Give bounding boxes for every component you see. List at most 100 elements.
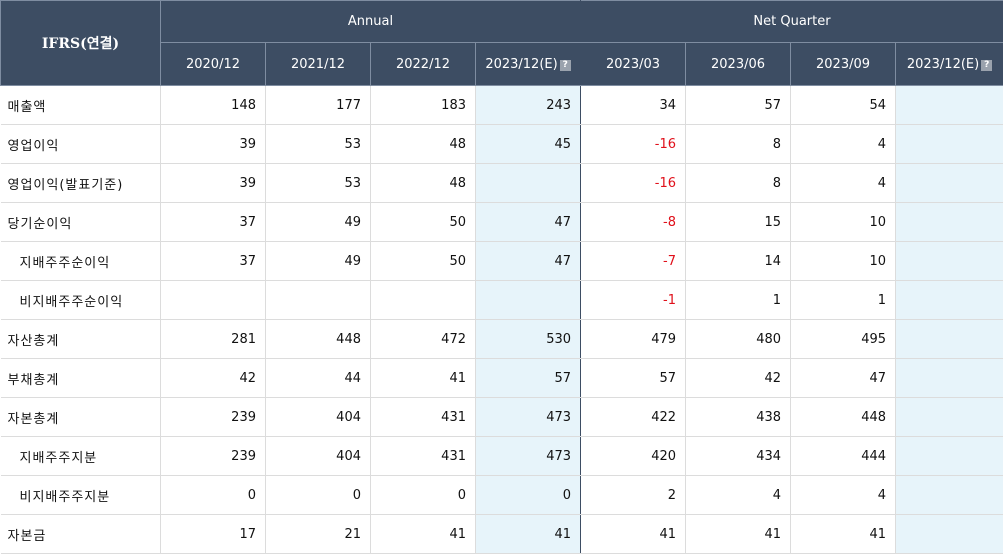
value-cell: 41 <box>371 515 476 554</box>
period-label: 2023/12(E) <box>907 57 979 72</box>
value-cell: 480 <box>686 320 791 359</box>
value-cell: -8 <box>581 203 686 242</box>
help-icon[interactable]: ? <box>981 60 992 71</box>
basis-header: IFRS(연결) <box>1 1 161 86</box>
net-quarter-group-header: Net Quarter <box>581 1 1003 43</box>
value-cell: 183 <box>371 86 476 125</box>
value-cell <box>896 437 1003 476</box>
value-cell: 4 <box>791 476 896 515</box>
value-cell: 0 <box>476 476 581 515</box>
value-cell: 37 <box>161 242 266 281</box>
period-header: 2023/09 <box>791 43 896 86</box>
value-cell: 472 <box>371 320 476 359</box>
value-cell: 54 <box>791 86 896 125</box>
value-cell: 45 <box>476 125 581 164</box>
value-cell: 42 <box>686 359 791 398</box>
value-cell: 47 <box>791 359 896 398</box>
value-cell <box>266 281 371 320</box>
row-label: 자본금 <box>1 515 161 554</box>
value-cell: 10 <box>791 242 896 281</box>
value-cell: 39 <box>161 125 266 164</box>
value-cell: 473 <box>476 437 581 476</box>
value-cell: 47 <box>476 242 581 281</box>
row-label: 영업이익 <box>1 125 161 164</box>
value-cell <box>896 515 1003 554</box>
value-cell: 422 <box>581 398 686 437</box>
row-label: 자본총계 <box>1 398 161 437</box>
value-cell <box>161 281 266 320</box>
row-label: 영업이익(발표기준) <box>1 164 161 203</box>
value-cell: 8 <box>686 164 791 203</box>
value-cell: 41 <box>581 515 686 554</box>
value-cell: 431 <box>371 437 476 476</box>
value-cell <box>896 125 1003 164</box>
value-cell: -7 <box>581 242 686 281</box>
value-cell: 444 <box>791 437 896 476</box>
value-cell: 473 <box>476 398 581 437</box>
value-cell: 2 <box>581 476 686 515</box>
value-cell <box>896 164 1003 203</box>
value-cell <box>896 476 1003 515</box>
value-cell: 39 <box>161 164 266 203</box>
value-cell: 50 <box>371 203 476 242</box>
value-cell: 53 <box>266 164 371 203</box>
value-cell: 10 <box>791 203 896 242</box>
value-cell <box>896 320 1003 359</box>
value-cell <box>896 281 1003 320</box>
value-cell: 0 <box>266 476 371 515</box>
value-cell: 37 <box>161 203 266 242</box>
value-cell: 49 <box>266 242 371 281</box>
value-cell: 17 <box>161 515 266 554</box>
period-header: 2023/03 <box>581 43 686 86</box>
help-icon[interactable]: ? <box>560 60 571 71</box>
value-cell: 0 <box>161 476 266 515</box>
value-cell: 448 <box>266 320 371 359</box>
row-label: 비지배주주순이익 <box>1 281 161 320</box>
value-cell: 42 <box>161 359 266 398</box>
value-cell: 41 <box>791 515 896 554</box>
value-cell: 50 <box>371 242 476 281</box>
value-cell: 57 <box>686 86 791 125</box>
value-cell: 434 <box>686 437 791 476</box>
value-cell: 438 <box>686 398 791 437</box>
value-cell: 41 <box>686 515 791 554</box>
value-cell <box>896 86 1003 125</box>
row-label: 부채총계 <box>1 359 161 398</box>
value-cell <box>896 242 1003 281</box>
value-cell: 177 <box>266 86 371 125</box>
value-cell: 57 <box>581 359 686 398</box>
value-cell: -1 <box>581 281 686 320</box>
period-header: 2023/06 <box>686 43 791 86</box>
value-cell: -16 <box>581 125 686 164</box>
value-cell: 404 <box>266 437 371 476</box>
value-cell <box>896 359 1003 398</box>
value-cell: 239 <box>161 398 266 437</box>
value-cell: 57 <box>476 359 581 398</box>
value-cell: 420 <box>581 437 686 476</box>
row-label: 자산총계 <box>1 320 161 359</box>
value-cell: 48 <box>371 164 476 203</box>
row-label: 매출액 <box>1 86 161 125</box>
value-cell <box>896 398 1003 437</box>
value-cell: 479 <box>581 320 686 359</box>
value-cell: 281 <box>161 320 266 359</box>
value-cell: 448 <box>791 398 896 437</box>
value-cell: 404 <box>266 398 371 437</box>
value-cell: 15 <box>686 203 791 242</box>
value-cell: 8 <box>686 125 791 164</box>
period-header: 2020/12 <box>161 43 266 86</box>
value-cell: 49 <box>266 203 371 242</box>
value-cell: 21 <box>266 515 371 554</box>
period-header-estimate: 2023/12(E)? <box>896 43 1003 86</box>
